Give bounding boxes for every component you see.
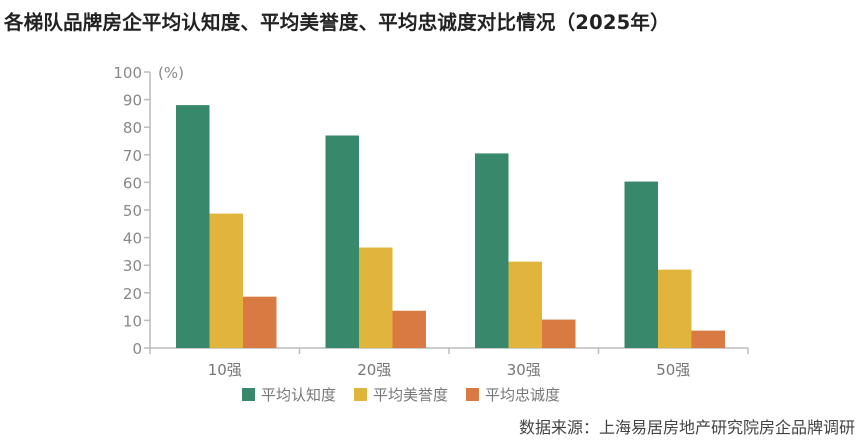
y-tick-label: 40 bbox=[123, 230, 142, 248]
legend-label: 平均美誉度 bbox=[373, 386, 448, 404]
bar-50强-平均忠诚度 bbox=[691, 330, 725, 348]
y-tick-label: 50 bbox=[123, 202, 142, 220]
source-note: 数据来源：上海易居房地产研究院房企品牌调研 bbox=[518, 418, 855, 437]
bar-20强-平均美誉度 bbox=[359, 247, 393, 348]
bar-10强-平均认知度 bbox=[176, 105, 210, 349]
y-tick-label: 60 bbox=[123, 174, 142, 192]
y-tick-label: 30 bbox=[123, 257, 142, 275]
bar-30强-平均认知度 bbox=[475, 153, 509, 348]
y-tick-label: 90 bbox=[123, 92, 142, 110]
legend-swatch bbox=[242, 388, 255, 401]
legend-label: 平均认知度 bbox=[261, 386, 336, 404]
y-tick-label: 0 bbox=[132, 340, 142, 358]
bar-50强-平均美誉度 bbox=[658, 269, 692, 348]
legend-label: 平均忠诚度 bbox=[485, 386, 560, 404]
bar-20强-平均认知度 bbox=[325, 135, 359, 348]
x-tick-label: 20强 bbox=[357, 361, 391, 379]
y-tick-label: 100 bbox=[113, 64, 142, 82]
bar-10强-平均美誉度 bbox=[209, 213, 243, 348]
bar-50强-平均认知度 bbox=[624, 181, 658, 348]
chart-title: 各梯队品牌房企平均认知度、平均美誉度、平均忠诚度对比情况（2025年） bbox=[4, 11, 670, 34]
y-tick-label: 70 bbox=[123, 147, 142, 165]
y-tick-label: 80 bbox=[123, 119, 142, 137]
bar-30强-平均美誉度 bbox=[508, 261, 542, 348]
legend-swatch bbox=[354, 388, 367, 401]
legend-swatch bbox=[466, 388, 479, 401]
x-tick-label: 10强 bbox=[208, 361, 242, 379]
x-tick-label: 50强 bbox=[656, 361, 690, 379]
y-axis-unit: (%) bbox=[158, 64, 184, 82]
bar-30强-平均忠诚度 bbox=[542, 319, 576, 348]
y-tick-label: 20 bbox=[123, 285, 142, 303]
x-tick-label: 30强 bbox=[507, 361, 541, 379]
y-tick-label: 10 bbox=[123, 312, 142, 330]
bar-20强-平均忠诚度 bbox=[392, 310, 426, 348]
bar-10强-平均忠诚度 bbox=[243, 296, 277, 348]
